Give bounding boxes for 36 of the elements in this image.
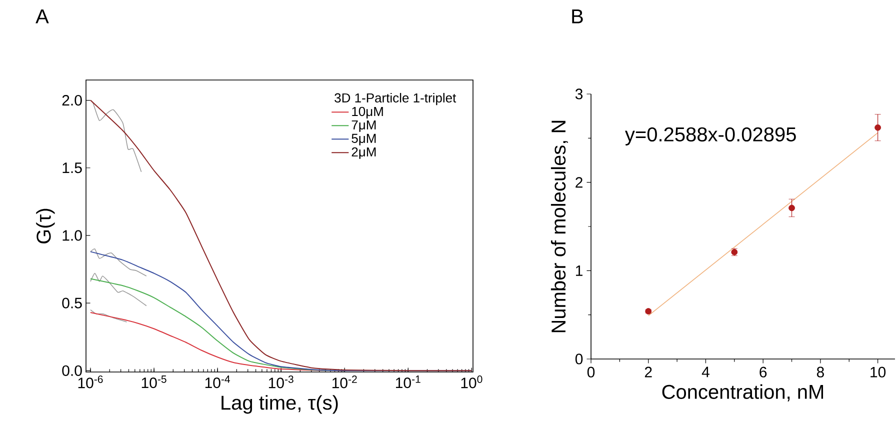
x-axis-title: Lag time, τ(s) (222, 395, 338, 414)
x-tick-label: 10$^{-3}$ (268, 376, 294, 388)
x-tick-label: 8 (816, 366, 824, 378)
x-tick-label: 10$^{-2}$ (332, 376, 357, 388)
y-tick-label: 2.0 (62, 94, 82, 106)
y-tick-label: 0.5 (62, 298, 82, 308)
y-tick-label: 1 (576, 266, 582, 276)
y-tick-label: 3 (575, 88, 583, 100)
y-axis-title: Number of molecules, N (550, 120, 568, 332)
x-tick-label: 4 (702, 366, 710, 378)
y-tick-label: 1.0 (62, 230, 82, 241)
x-tick-label: 10$^{-5}$ (142, 376, 166, 388)
x-tick-label: 2 (644, 366, 652, 378)
x-tick-label: 10 (870, 366, 886, 378)
x-tick-label: 10$^{-4}$ (205, 376, 230, 388)
y-tick-label: 0.0 (62, 365, 82, 376)
x-axis-title: Concentration, nM (662, 384, 824, 402)
x-tick-label: 10$^{-6}$ (78, 376, 103, 388)
x-tick-label: 10$^{-1}$ (396, 376, 420, 388)
legend-label: 10μM (352, 106, 383, 118)
chart-title: B (572, 10, 583, 24)
x-tick-label: 10$^{0}$ (461, 376, 482, 388)
chart-title: A (36, 10, 49, 24)
point (874, 124, 881, 131)
x-tick-label: 0 (587, 366, 595, 378)
x-tick-label: 6 (760, 366, 767, 378)
legend-label: 5μM (352, 134, 376, 146)
y-tick-label: 0 (575, 354, 583, 364)
y-tick-label: 2 (576, 177, 582, 188)
y-axis-title: G(τ) (36, 208, 55, 244)
legend-label: 7μM (352, 120, 376, 132)
legend-label: 2μM (352, 147, 376, 159)
legend-title: 3D 1-Particle 1-triplet (334, 92, 456, 106)
point (788, 204, 795, 212)
y-tick-label: 1.5 (62, 162, 82, 174)
annotation: y=0.2588x-0.02895 (624, 127, 796, 146)
